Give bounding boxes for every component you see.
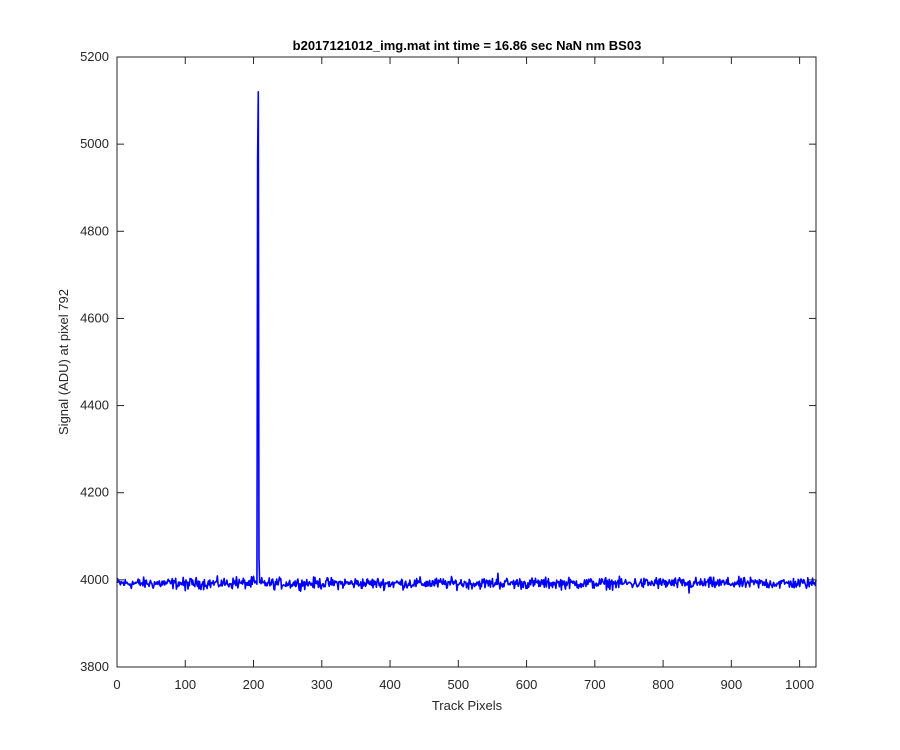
series-layer: [116, 91, 817, 594]
x-tick-label: 600: [516, 677, 538, 692]
y-tick-label: 5200: [80, 49, 109, 64]
axes-box: [116, 56, 817, 668]
axes-background: [117, 57, 816, 667]
y-tick-label: 3800: [80, 659, 109, 674]
chart-title: b2017121012_img.mat int time = 16.86 sec…: [293, 38, 642, 53]
x-tick-label: 200: [243, 677, 265, 692]
y-tick-label: 4400: [80, 398, 109, 413]
plot-area: [116, 56, 817, 668]
y-tick-label: 4600: [80, 310, 109, 325]
x-tick-label: 300: [311, 677, 333, 692]
x-tick-label: 500: [447, 677, 469, 692]
x-tick-label: 1000: [785, 677, 814, 692]
x-tick-label: 700: [584, 677, 606, 692]
y-tick-label: 4200: [80, 485, 109, 500]
x-tick-label: 0: [113, 677, 120, 692]
x-tick-label: 900: [721, 677, 743, 692]
x-axis-label: Track Pixels: [432, 698, 503, 713]
x-tick-label: 400: [379, 677, 401, 692]
y-axis: 3800 4000 4200 4400 4600 4800 5000 5200: [80, 49, 816, 674]
y-tick-label: 4000: [80, 572, 109, 587]
series-line: [116, 91, 817, 594]
y-axis-label: Signal (ADU) at pixel 792: [56, 289, 71, 435]
x-tick-label: 100: [174, 677, 196, 692]
x-axis: 0 100 200 300 400 500 600 700 800 900 1000: [113, 57, 814, 692]
x-tick-label: 800: [652, 677, 674, 692]
y-tick-label: 5000: [80, 136, 109, 151]
y-tick-label: 4800: [80, 223, 109, 238]
